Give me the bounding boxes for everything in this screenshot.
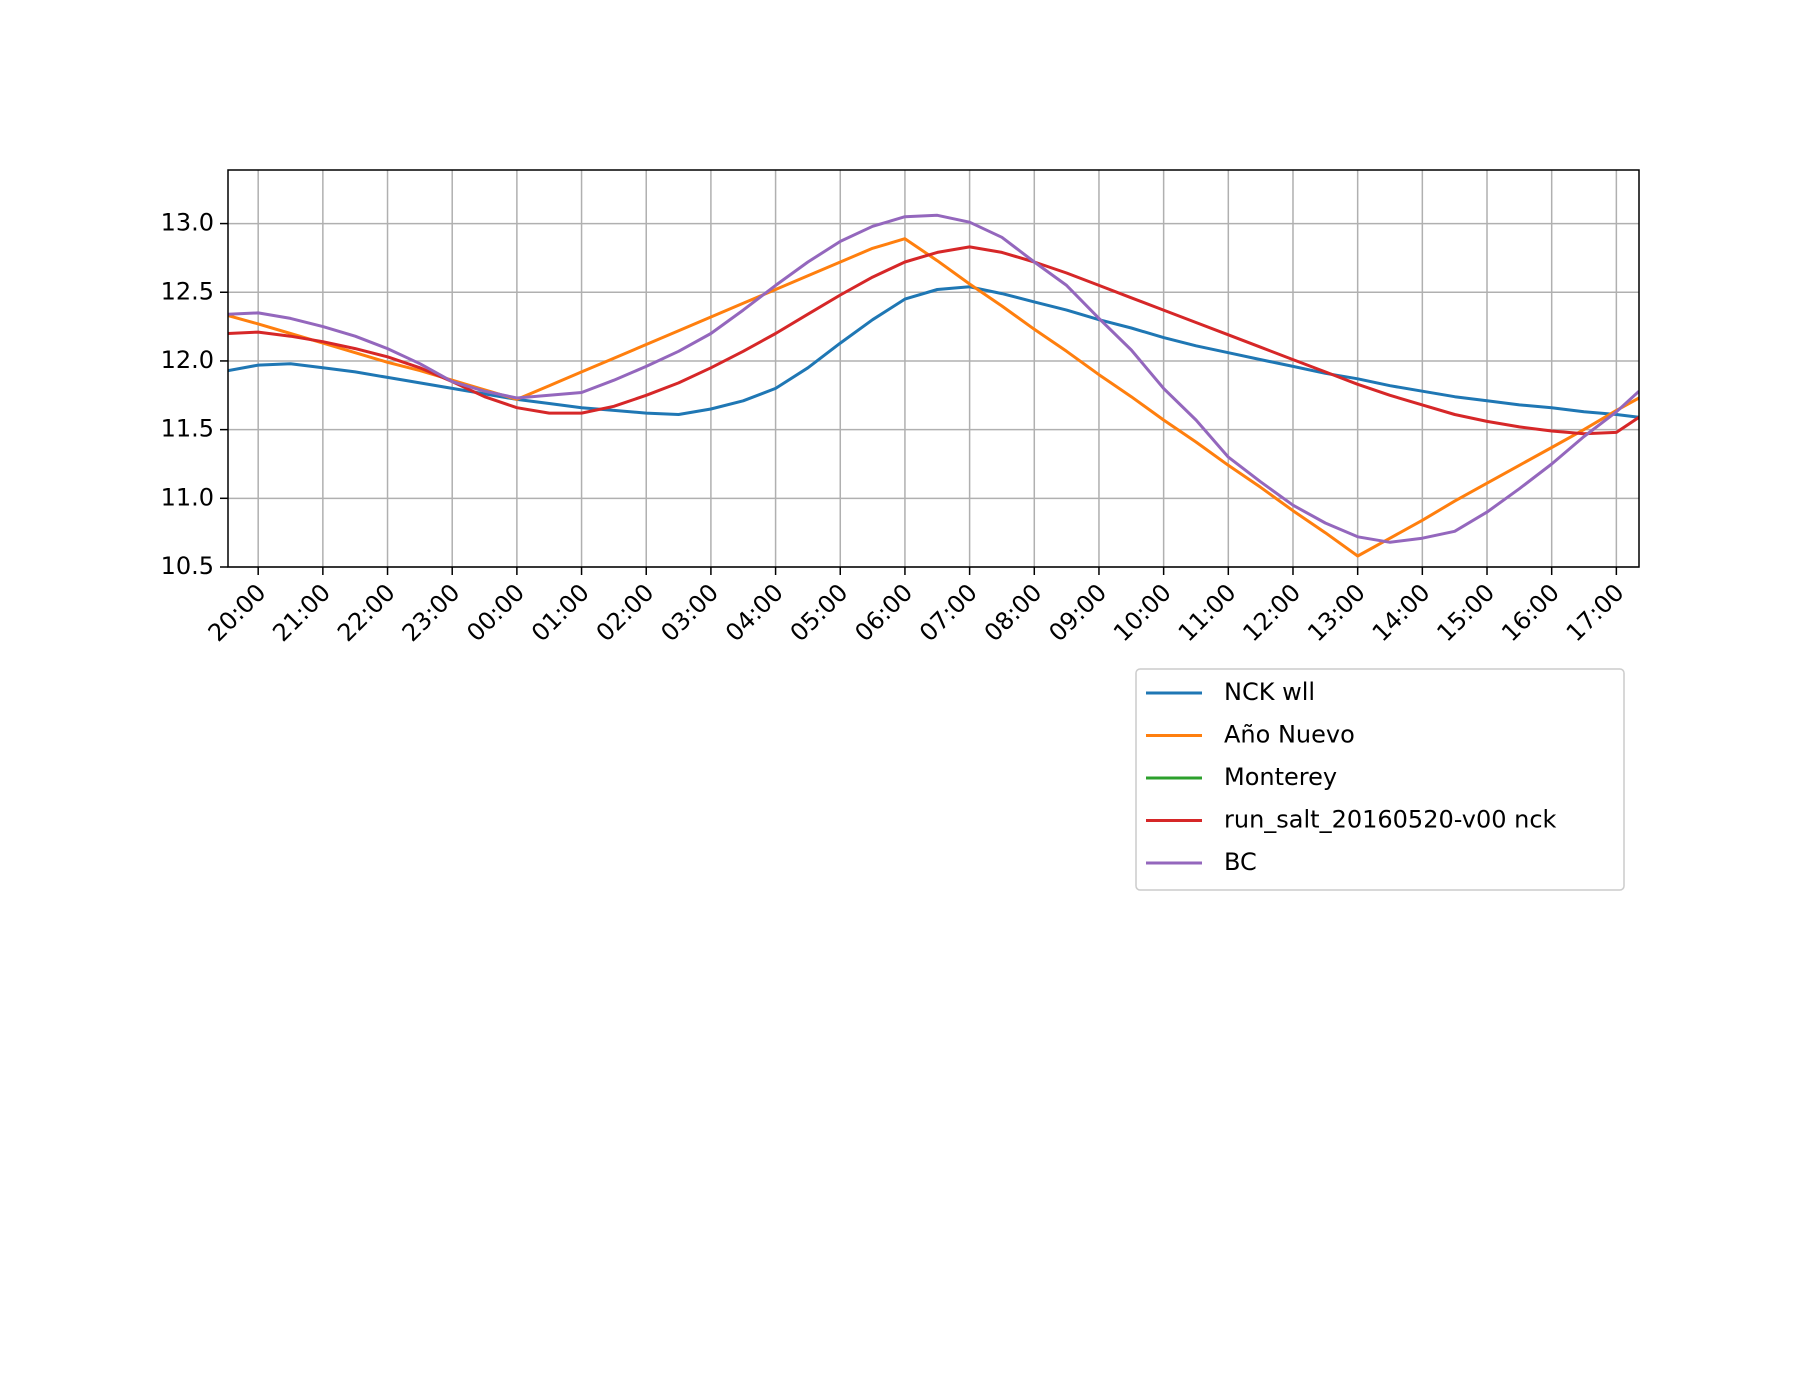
x-tick-label: 13:00 [1302,578,1371,647]
x-tick-label: 10:00 [1108,578,1177,647]
series-line [228,285,1639,419]
x-tick-label: 09:00 [1043,578,1112,647]
y-tick-label: 13.0 [161,209,214,237]
x-tick-label: 00:00 [461,578,530,647]
x-tick-label: 08:00 [979,578,1048,647]
legend-box [1135,668,1625,891]
x-tick-label: 22:00 [332,578,401,647]
y-tick-label: 12.0 [161,346,214,374]
y-tick-label: 12.5 [161,277,214,305]
x-tick-label: 15:00 [1431,578,1500,647]
y-tick-label: 11.5 [161,415,214,443]
legend-label: Monterey [1224,763,1337,791]
x-tick-label: 20:00 [203,578,272,647]
x-tick-label: 02:00 [591,578,660,647]
x-tick-label: 01:00 [526,578,595,647]
x-tick-label: 03:00 [655,578,724,647]
legend-label: run_salt_20160520-v00 nck [1224,806,1557,834]
plot-frame [227,169,1640,568]
x-tick-label: 16:00 [1496,578,1565,647]
x-tick-label: 12:00 [1237,578,1306,647]
y-tick-label: 11.0 [161,483,214,511]
x-tick-label: 05:00 [785,578,854,647]
series-line [228,237,1639,558]
x-tick-label: 23:00 [397,578,466,647]
y-tick-label: 10.5 [161,552,214,580]
x-tick-label: 04:00 [720,578,789,647]
legend-label: Año Nuevo [1224,721,1355,749]
x-tick-label: 07:00 [914,578,983,647]
x-tick-label: 21:00 [267,578,336,647]
legend-label: BC [1224,848,1257,876]
series-line [228,245,1639,436]
x-tick-label: 06:00 [849,578,918,647]
x-tick-label: 17:00 [1561,578,1630,647]
x-tick-label: 14:00 [1367,578,1436,647]
series-line [228,213,1639,544]
x-tick-label: 11:00 [1173,578,1242,647]
legend-label: NCK wll [1224,678,1315,706]
